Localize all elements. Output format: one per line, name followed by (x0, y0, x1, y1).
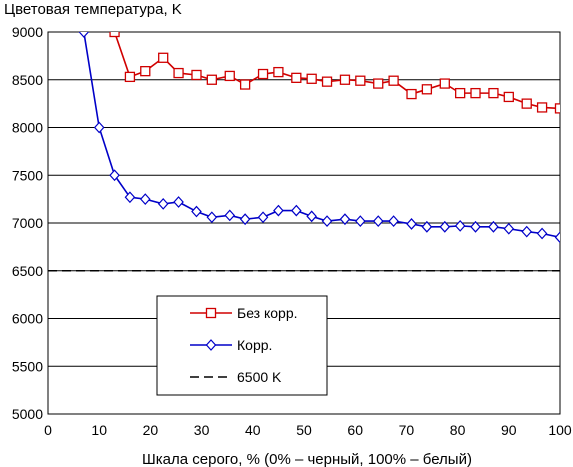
data-point (372, 215, 384, 227)
data-point (224, 70, 235, 82)
legend-label: 6500 K (237, 369, 282, 385)
data-point (291, 204, 302, 217)
data-point (306, 73, 317, 84)
x-tick-label: 40 (245, 422, 261, 438)
x-axis-label: Шкала серого, % (0% – черный, 100% – бел… (142, 451, 472, 467)
data-point (139, 193, 151, 206)
y-tick-label: 5500 (12, 358, 43, 374)
data-point (78, 32, 90, 38)
series-2 (78, 32, 560, 244)
y-tick-label: 8500 (12, 72, 43, 88)
x-tick-label: 70 (399, 422, 415, 438)
x-tick-label: 10 (91, 422, 107, 438)
legend-item: Без корр. (190, 305, 298, 321)
data-point (140, 66, 151, 77)
data-point (191, 69, 202, 81)
legend-box (156, 295, 328, 396)
y-tick-label: 5000 (12, 406, 43, 422)
data-point (109, 169, 120, 182)
data-point (521, 225, 533, 238)
data-point (93, 121, 105, 134)
data-point (339, 213, 351, 226)
data-point (173, 67, 184, 79)
data-point (421, 84, 433, 95)
data-point (503, 91, 514, 103)
x-tick-label: 90 (501, 422, 517, 438)
x-tick-label: 100 (548, 422, 572, 438)
data-point (109, 32, 120, 38)
x-tick-label: 80 (450, 422, 466, 438)
data-point (206, 211, 218, 224)
data-point (355, 215, 366, 227)
data-point (239, 79, 251, 90)
data-point (273, 204, 284, 217)
series-1 (109, 32, 560, 114)
data-point (321, 215, 333, 227)
chart-title: Цветовая температура, K (4, 1, 182, 18)
data-point (470, 87, 481, 99)
legend-label: Без корр. (237, 305, 298, 321)
data-point (373, 78, 384, 89)
data-point (439, 220, 451, 233)
x-tick-label: 20 (143, 422, 159, 438)
data-point (421, 220, 433, 233)
data-point (406, 88, 417, 100)
legend-marker (205, 307, 217, 319)
data-point (521, 98, 532, 109)
data-point (157, 198, 169, 210)
data-point (554, 231, 560, 244)
data-point (488, 220, 499, 233)
plot-frame (47, 31, 561, 415)
y-tick-label: 8000 (12, 120, 43, 136)
data-point (124, 191, 136, 204)
data-point (406, 218, 417, 230)
legend-item: Корр. (190, 337, 272, 353)
legend-label: Корр. (237, 337, 272, 353)
data-point (158, 52, 169, 63)
y-tick-label: 6500 (12, 263, 43, 279)
data-point (503, 222, 515, 235)
data-point (454, 219, 466, 232)
data-point (488, 87, 499, 99)
x-tick-label: 30 (194, 422, 210, 438)
data-point (224, 209, 236, 222)
data-point (206, 74, 217, 85)
data-point (554, 103, 560, 114)
data-point (388, 215, 399, 227)
data-point (355, 75, 366, 86)
data-point (124, 71, 136, 83)
data-point (173, 196, 184, 208)
legend-item: 6500 K (190, 369, 282, 385)
data-point (439, 78, 450, 89)
data-point (257, 68, 269, 80)
axes (47, 31, 561, 415)
tick-labels: 5000 5500 6000 6500 7000 7500 8000 8500 9000 0 10 2… (12, 24, 572, 438)
y-tick-label: 7500 (12, 167, 43, 183)
series-layer (48, 32, 560, 272)
data-point (455, 87, 466, 99)
data-point (291, 72, 302, 83)
data-point (388, 75, 399, 86)
y-tick-label: 6000 (12, 311, 43, 327)
data-point (239, 213, 251, 226)
data-point (273, 66, 284, 78)
data-point (306, 210, 317, 223)
x-tick-label: 0 (44, 422, 52, 438)
x-tick-label: 50 (296, 422, 312, 438)
data-point (536, 102, 548, 113)
legend-marker (205, 339, 217, 351)
y-tick-label: 9000 (12, 24, 43, 40)
data-point (257, 211, 269, 224)
data-point (536, 227, 548, 240)
x-tick-label: 60 (347, 422, 363, 438)
series-line (113, 32, 560, 110)
data-point (321, 76, 333, 87)
legend: Без корр. Корр. 6500 K (156, 295, 328, 396)
data-point (470, 220, 481, 233)
data-point (339, 74, 351, 85)
data-point (191, 205, 202, 218)
y-tick-label: 7000 (12, 215, 43, 231)
